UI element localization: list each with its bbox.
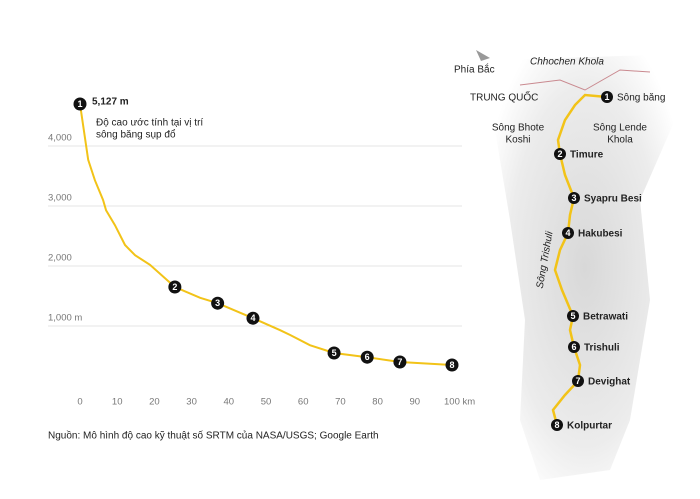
- x-tick-label: 60: [298, 397, 309, 408]
- stop-label: Syapru Besi: [584, 194, 642, 205]
- map-marker-label: 5: [570, 311, 575, 321]
- marker-label: 6: [365, 352, 370, 362]
- source: Nguồn: Mô hình độ cao kỹ thuật số SRTM c…: [48, 430, 379, 442]
- river-label: Sông Bhote: [492, 123, 545, 134]
- marker-label: 3: [215, 298, 220, 308]
- annotation-text: Độ cao ước tính tại vị trí: [96, 118, 203, 129]
- y-tick-label: 1,000 m: [48, 313, 82, 324]
- map-marker: [554, 148, 566, 160]
- map-marker: [567, 310, 579, 322]
- map-marker-label: 7: [575, 376, 580, 386]
- river-label: Khola: [607, 135, 633, 146]
- y-tick-label: 3,000: [48, 193, 72, 204]
- river-label: Chhochen Khola: [530, 57, 604, 68]
- annotation-text: sông băng sụp đổ: [96, 129, 176, 141]
- marker: [327, 346, 341, 360]
- marker: [360, 350, 374, 364]
- map-marker: [568, 192, 580, 204]
- north-arrow: [476, 50, 490, 61]
- x-tick-label: 10: [112, 397, 123, 408]
- stop-label: Devighat: [588, 377, 631, 388]
- map-marker-label: 4: [565, 228, 570, 238]
- marker: [393, 355, 407, 369]
- x-tick-label: 80: [372, 397, 383, 408]
- marker-label: 1: [77, 99, 82, 109]
- river-label: Koshi: [505, 135, 530, 146]
- marker-label: 4: [250, 313, 255, 323]
- stop-label: Trishuli: [584, 343, 620, 354]
- y-tick-label: 4,000: [48, 133, 72, 144]
- marker-label: 8: [449, 360, 454, 370]
- stop-label: Timure: [570, 150, 604, 161]
- map-marker-label: 3: [571, 193, 576, 203]
- marker: [246, 311, 260, 325]
- north-label: Phía Bắc: [454, 63, 495, 76]
- map-marker-label: 6: [571, 342, 576, 352]
- map-marker: [551, 419, 563, 431]
- map-marker-label: 8: [554, 420, 559, 430]
- marker: [168, 280, 182, 294]
- map-marker: [601, 91, 613, 103]
- marker: [211, 296, 225, 310]
- map-marker: [562, 227, 574, 239]
- stop-label: Hakubesi: [578, 229, 623, 240]
- marker: [73, 97, 87, 111]
- x-tick-label: 0: [77, 397, 82, 408]
- stop-label: Betrawati: [583, 312, 628, 323]
- x-tick-label: 20: [149, 397, 160, 408]
- y-tick-label: 2,000: [48, 253, 72, 264]
- marker-label: 5: [332, 348, 337, 358]
- map-marker-label: 1: [604, 92, 609, 102]
- x-tick-label: 50: [261, 397, 272, 408]
- country-label: TRUNG QUỐC: [470, 90, 538, 104]
- border: [519, 69, 651, 91]
- marker: [445, 358, 459, 372]
- marker-label: 7: [397, 357, 402, 367]
- x-tick-label: 90: [410, 397, 421, 408]
- river-label: Sông Lende: [593, 123, 647, 134]
- stop-label: Sông băng: [617, 93, 665, 104]
- x-tick-label: 30: [186, 397, 197, 408]
- x-tick-label: 70: [335, 397, 346, 408]
- x-tick-label: 100 km: [444, 397, 475, 408]
- stop-label: Kolpurtar: [567, 421, 612, 432]
- marker-label: 2: [172, 282, 177, 292]
- map-marker: [568, 341, 580, 353]
- x-tick-label: 40: [224, 397, 235, 408]
- map-marker: [572, 375, 584, 387]
- map-marker-label: 2: [557, 149, 562, 159]
- annotation-value: 5,127 m: [92, 97, 129, 108]
- terrain: [495, 55, 675, 480]
